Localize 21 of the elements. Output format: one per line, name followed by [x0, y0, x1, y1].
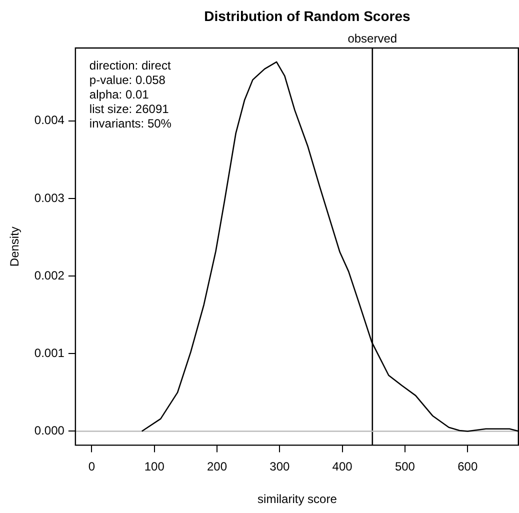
- y-tick-label: 0.000: [34, 424, 65, 438]
- x-tick-label: 400: [332, 460, 353, 474]
- x-tick-label: 600: [458, 460, 478, 474]
- annotation: direction: direct: [89, 58, 172, 72]
- x-tick-label: 100: [144, 460, 165, 474]
- y-tick-label: 0.003: [34, 190, 65, 205]
- annotation: list size: 26091: [89, 102, 170, 116]
- ref-line-label: observed: [348, 31, 398, 46]
- x-axis-title: similarity score: [258, 492, 338, 506]
- y-tick-label: 0.004: [34, 113, 65, 128]
- x-tick-label: 0: [88, 460, 96, 474]
- annotation: alpha: 0.01: [89, 87, 150, 102]
- chart-title: Distribution of Random Scores: [204, 8, 410, 24]
- x-tick-label: 500: [394, 460, 416, 474]
- x-tick-label: 300: [270, 460, 290, 474]
- y-axis-title: Density: [8, 226, 22, 267]
- x-tick-label: 200: [207, 460, 228, 474]
- y-tick-label: 0.002: [34, 268, 65, 282]
- y-tick-label: 0.001: [34, 346, 65, 360]
- annotation: p-value: 0.058: [89, 72, 166, 87]
- annotation: invariants: 50%: [89, 116, 172, 130]
